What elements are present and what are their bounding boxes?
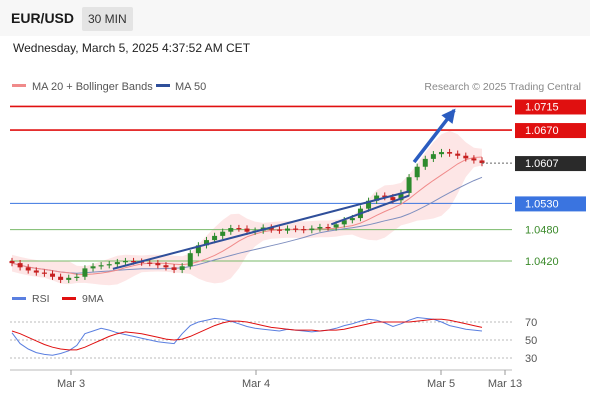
- level-label: 1.0715: [525, 101, 559, 113]
- candle: [98, 265, 104, 267]
- candle: [268, 227, 274, 230]
- candle: [147, 262, 153, 264]
- level-label-box: [515, 196, 586, 212]
- candle: [41, 272, 47, 274]
- candle: [74, 276, 80, 278]
- candle: [463, 155, 469, 159]
- ma50-legend-label: MA 50: [175, 81, 206, 93]
- candle: [309, 228, 315, 231]
- candle: [203, 240, 209, 246]
- candle: [382, 195, 388, 198]
- current-price-box: [515, 156, 586, 172]
- rsi-ma-line: [11, 318, 483, 351]
- candle: [90, 266, 96, 269]
- projection-arrowhead: [441, 108, 456, 124]
- rsi-ma-legend-label: 9MA: [82, 293, 104, 305]
- candle: [236, 228, 242, 230]
- candle: [333, 224, 339, 228]
- candle: [447, 152, 453, 154]
- datetime-label: Wednesday, March 5, 2025 4:37:52 AM CET: [13, 41, 251, 55]
- ma20-legend-label: MA 20 + Bollinger Bands: [32, 81, 153, 93]
- level-label-box: [515, 99, 586, 115]
- candle: [325, 226, 331, 229]
- candle: [438, 152, 444, 155]
- candle: [301, 229, 307, 231]
- candle: [9, 261, 15, 264]
- candle: [58, 276, 64, 280]
- x-tick-label: Mar 3: [57, 378, 85, 390]
- candle: [349, 218, 355, 221]
- candle: [455, 153, 461, 156]
- candle: [285, 228, 291, 231]
- candle: [50, 273, 56, 277]
- symbol-title: EUR/USD: [11, 10, 75, 26]
- rsi-legend-swatch: [12, 297, 26, 300]
- candle: [106, 264, 112, 266]
- x-tick-label: Mar 5: [427, 378, 455, 390]
- candle: [195, 245, 201, 254]
- rsi-legend-label: RSI: [32, 293, 50, 305]
- ma50-legend-swatch: [156, 84, 170, 87]
- level-label: 1.0670: [525, 125, 559, 137]
- trendline: [330, 194, 410, 226]
- rsi-tick-label: 50: [525, 335, 537, 347]
- candle: [341, 220, 347, 225]
- bollinger-band: [12, 130, 482, 286]
- candle: [293, 228, 299, 230]
- candle: [163, 265, 169, 268]
- rsi-panel: 70 50 30: [10, 316, 537, 365]
- ma20-line: [11, 156, 483, 276]
- candle: [244, 228, 250, 232]
- candle: [171, 267, 177, 270]
- candle: [479, 160, 485, 164]
- candle: [398, 192, 404, 201]
- candle: [212, 235, 218, 241]
- timeframe-button[interactable]: 30 MIN: [82, 7, 133, 31]
- candle: [131, 261, 137, 263]
- candle: [220, 231, 226, 236]
- candle: [187, 253, 193, 267]
- rsi-ma-legend-swatch: [62, 297, 76, 300]
- candle: [228, 228, 234, 232]
- candle: [471, 158, 477, 161]
- level-label: 1.0530: [525, 198, 559, 210]
- ma20-legend-swatch: [12, 84, 26, 87]
- candle: [414, 166, 420, 178]
- candle: [155, 263, 161, 266]
- candle: [179, 266, 185, 270]
- candle: [422, 158, 428, 167]
- candle: [66, 277, 72, 280]
- candle: [122, 261, 128, 263]
- chart-header: EUR/USD 30 MIN: [0, 0, 590, 36]
- candle: [114, 262, 120, 265]
- rsi-tick-label: 70: [525, 317, 537, 329]
- candle: [430, 154, 436, 159]
- trendline: [112, 190, 410, 270]
- x-tick-label: Mar 13: [488, 378, 522, 390]
- level-label-box: [515, 123, 586, 139]
- candle: [366, 200, 372, 209]
- candle: [82, 268, 88, 277]
- candle: [406, 177, 412, 193]
- candle: [25, 267, 31, 271]
- ma50-line: [11, 176, 483, 274]
- candle: [276, 229, 282, 231]
- level-label: 1.0420: [525, 256, 559, 268]
- x-axis: Mar 3 Mar 4 Mar 5 Mar 13: [57, 370, 522, 390]
- candle: [374, 195, 380, 201]
- candle: [317, 226, 323, 229]
- price-panel: 1.0715 1.0670 1.0530 1.0480 1.0420 1.0607: [9, 99, 586, 286]
- candle: [390, 197, 396, 201]
- x-tick-label: Mar 4: [242, 378, 270, 390]
- candle: [33, 270, 39, 273]
- level-label: 1.0480: [525, 225, 559, 237]
- rsi-tick-label: 30: [525, 353, 537, 365]
- candle: [17, 263, 23, 268]
- source-credit: Research © 2025 Trading Central: [424, 81, 581, 93]
- current-price-label: 1.0607: [525, 158, 559, 170]
- rsi-line: [11, 316, 483, 356]
